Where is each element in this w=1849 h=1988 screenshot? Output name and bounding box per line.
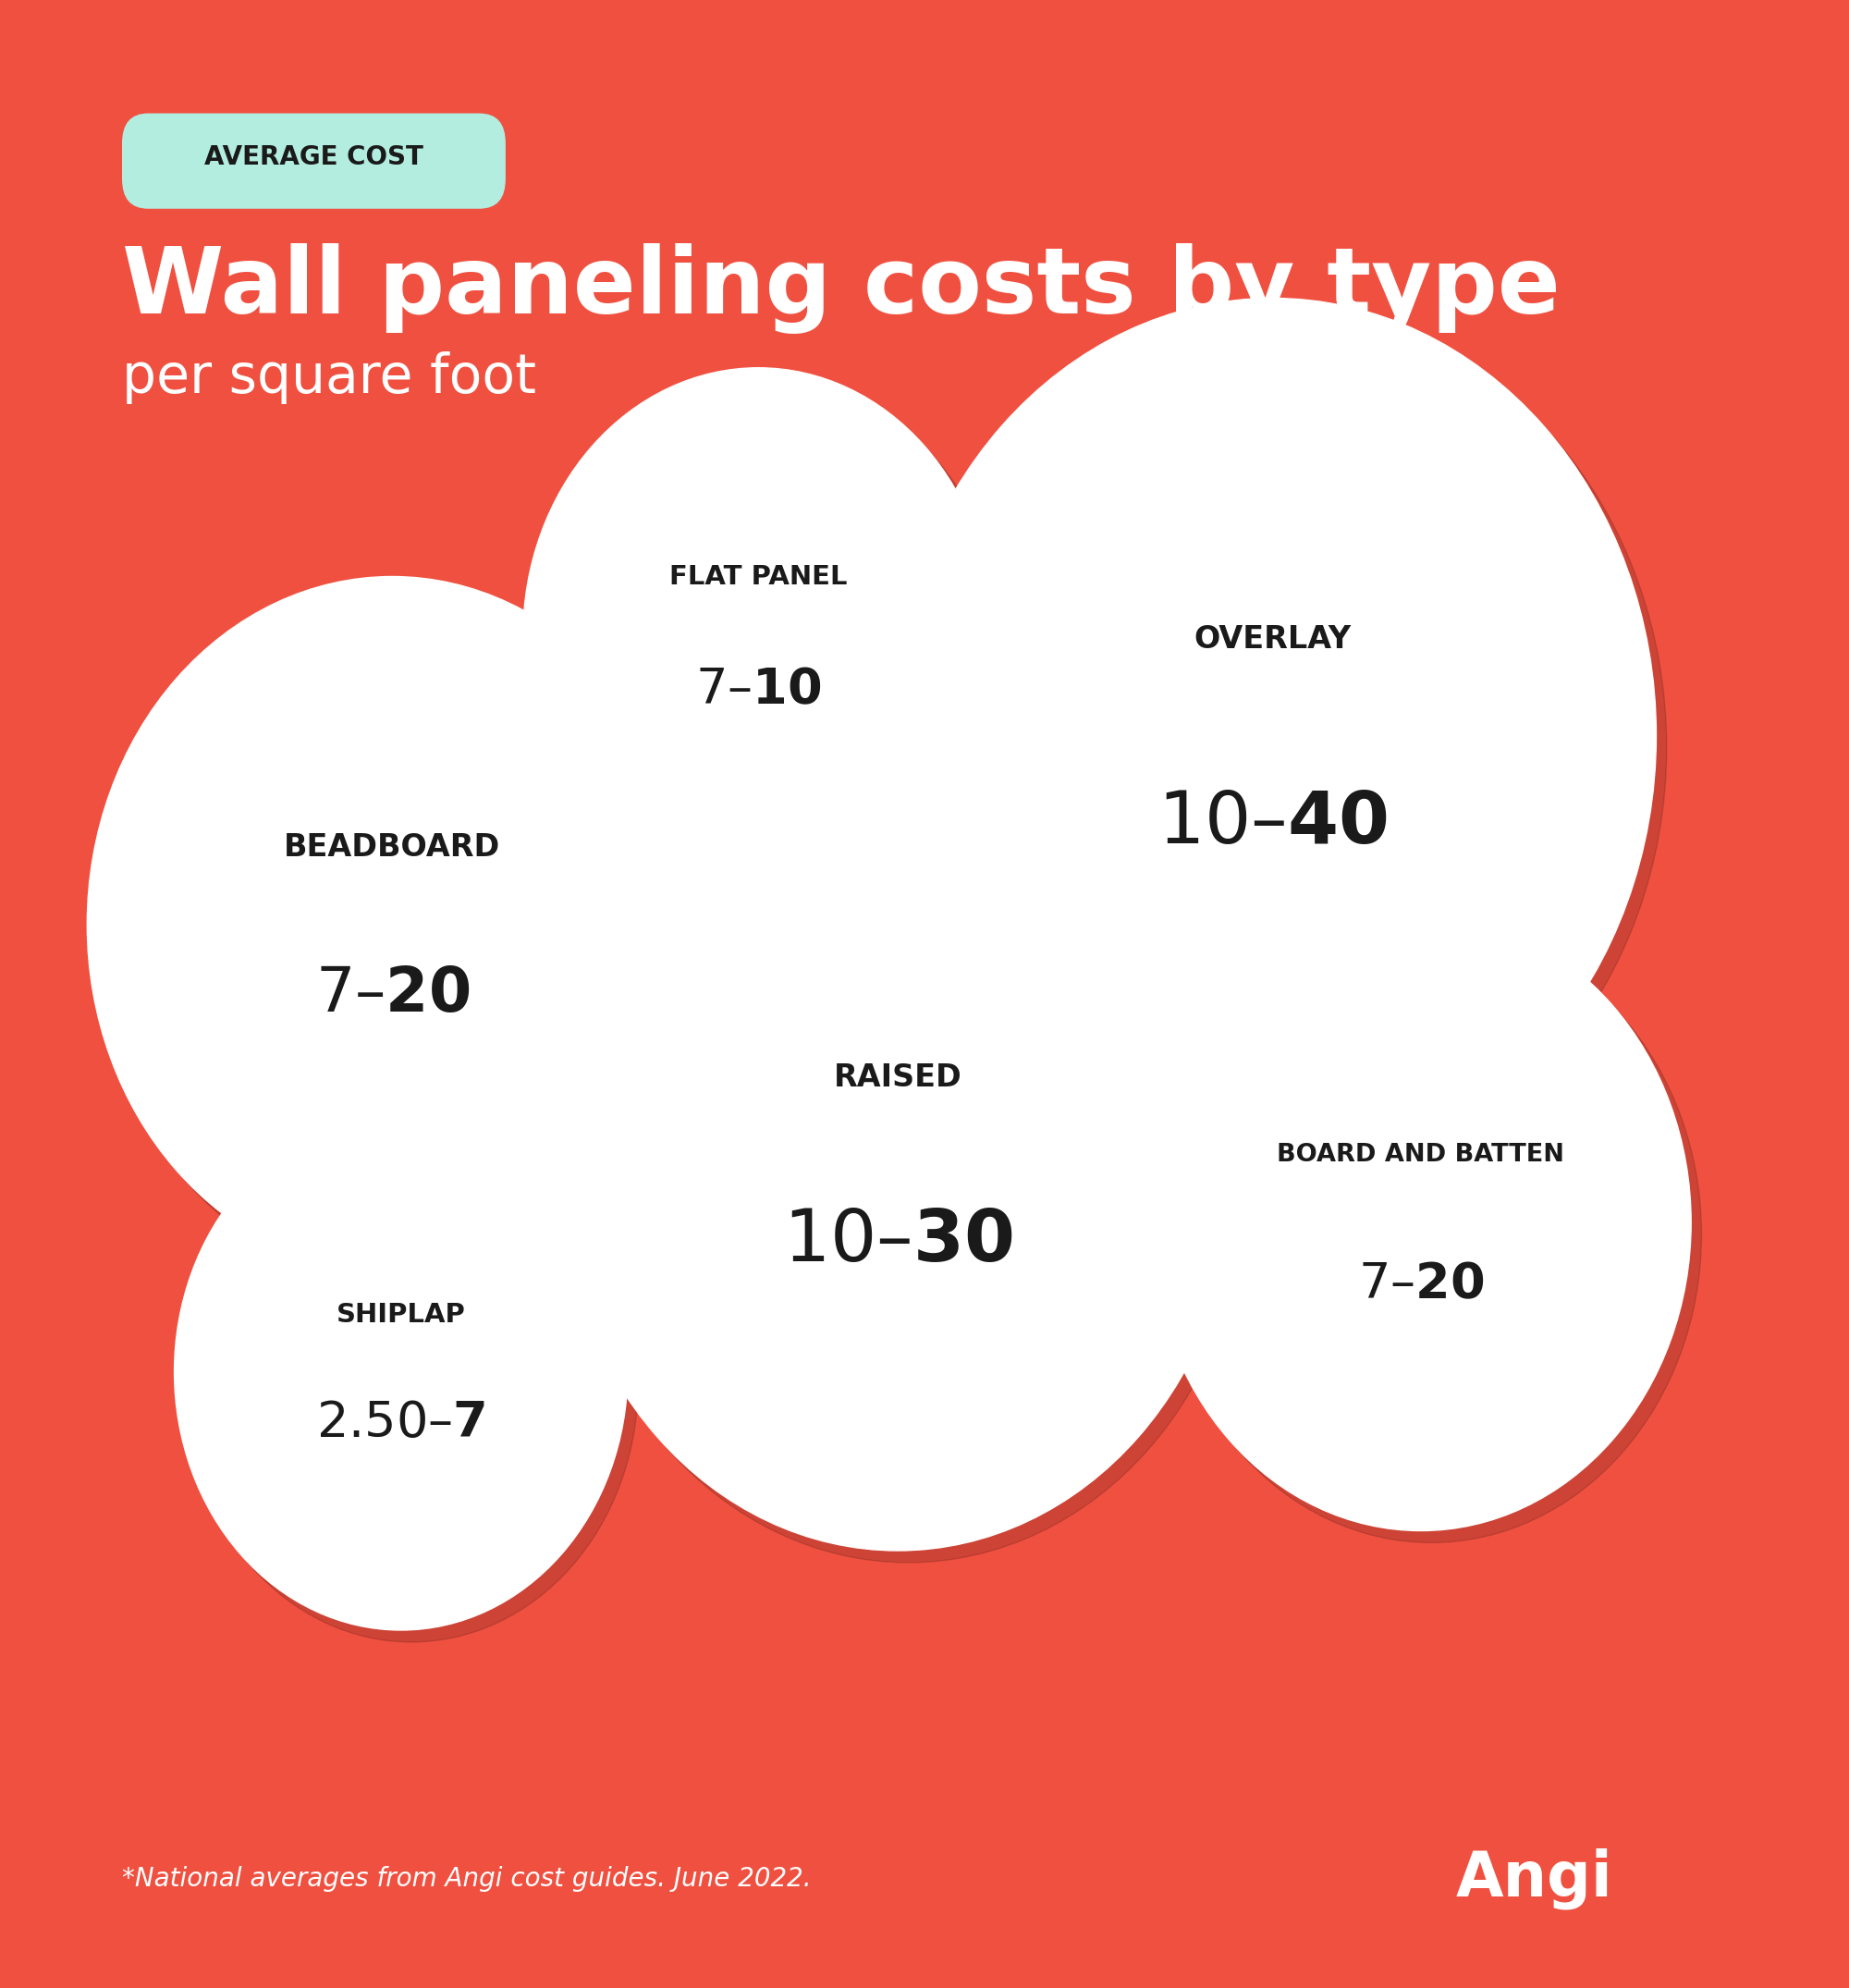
Text: AVERAGE COST: AVERAGE COST [203, 143, 423, 171]
Circle shape [87, 577, 697, 1272]
Text: *National averages from Angi cost guides. June 2022.: *National averages from Angi cost guides… [122, 1865, 812, 1893]
Text: $2.50–$7: $2.50–$7 [316, 1400, 486, 1447]
Text: $10–$30: $10–$30 [782, 1205, 1013, 1276]
FancyBboxPatch shape [122, 113, 505, 209]
Circle shape [900, 310, 1666, 1185]
Text: Angi: Angi [1455, 1849, 1612, 1908]
Text: $10–$40: $10–$40 [1157, 787, 1387, 859]
Circle shape [558, 775, 1237, 1551]
Text: $7–$20: $7–$20 [314, 964, 470, 1024]
Circle shape [523, 368, 993, 905]
Circle shape [889, 298, 1657, 1173]
Circle shape [185, 1125, 638, 1642]
Circle shape [568, 787, 1248, 1563]
Text: $7–$10: $7–$10 [695, 666, 821, 714]
Circle shape [174, 1113, 627, 1630]
Text: OVERLAY: OVERLAY [1194, 624, 1352, 654]
Text: SHIPLAP: SHIPLAP [337, 1302, 466, 1328]
Text: per square foot: per square foot [122, 352, 536, 404]
Text: $7–$20: $7–$20 [1357, 1260, 1485, 1308]
Circle shape [1161, 926, 1701, 1543]
Text: BEADBOARD: BEADBOARD [285, 833, 501, 863]
Text: FLAT PANEL: FLAT PANEL [669, 565, 847, 590]
Text: BOARD AND BATTEN: BOARD AND BATTEN [1278, 1143, 1564, 1167]
Circle shape [534, 380, 1004, 916]
Text: RAISED: RAISED [834, 1062, 961, 1093]
Circle shape [98, 588, 708, 1284]
Circle shape [1150, 914, 1692, 1531]
FancyBboxPatch shape [52, 40, 1692, 1948]
Text: Wall paneling costs by type: Wall paneling costs by type [122, 243, 1561, 334]
